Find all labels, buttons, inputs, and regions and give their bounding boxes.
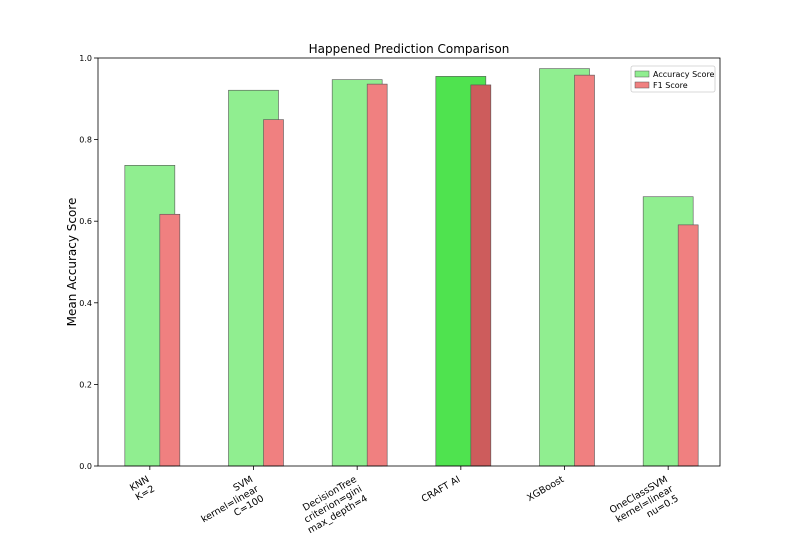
bar-f1-score <box>263 119 284 467</box>
legend: Accuracy Score F1 Score <box>630 65 716 93</box>
bars-layer <box>124 68 699 467</box>
x-tick-label: XGBoost <box>525 474 566 504</box>
y-axis-label: Mean Accuracy Score <box>65 198 79 327</box>
y-tick-label: 0.0 <box>79 462 92 471</box>
bar-f1-score <box>574 74 595 467</box>
legend-swatch <box>634 70 650 78</box>
bar-f1-score <box>159 213 181 467</box>
bar-f1-score <box>470 84 492 467</box>
axes-frame <box>97 57 721 467</box>
y-tick-label: 1.0 <box>79 54 92 63</box>
x-tick-label-line: CRAFT AI <box>420 474 463 505</box>
y-tick-label: 0.2 <box>79 380 92 389</box>
bar-f1-score <box>677 224 699 467</box>
y-tick-label: 0.6 <box>79 217 92 226</box>
legend-swatch <box>634 81 650 89</box>
y-axis: 0.0 0.2 0.4 0.6 0.8 1.0 <box>79 54 98 471</box>
bar-f1-score <box>366 83 388 467</box>
x-tick-label: CRAFT AI <box>420 474 463 505</box>
legend-label: Accuracy Score <box>653 70 715 79</box>
y-tick-label: 0.4 <box>79 299 92 308</box>
y-tick-label: 0.8 <box>79 136 92 145</box>
chart-title: Happened Prediction Comparison <box>309 42 510 56</box>
legend-box <box>630 65 716 93</box>
legend-label: F1 Score <box>653 81 688 90</box>
x-tick-label-line: XGBoost <box>525 474 566 504</box>
